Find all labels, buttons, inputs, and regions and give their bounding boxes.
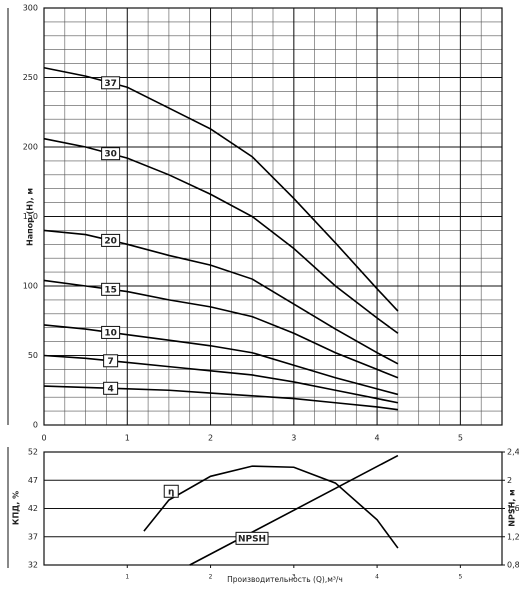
y-tick-label: 300 [23, 4, 38, 13]
curve-label-box [163, 484, 179, 498]
curve-label-box [101, 233, 121, 247]
x-tick-label: 5 [458, 574, 462, 581]
y2-tick-label: 1,6 [507, 504, 519, 513]
y2-axis-label: NPSH, м [508, 489, 517, 526]
curve [143, 465, 399, 549]
y-tick-label: 100 [23, 282, 38, 291]
y-axis-label: КПД, % [12, 491, 21, 525]
curve-label: 15 [104, 285, 117, 295]
curve-label: η [168, 487, 174, 497]
curve [43, 66, 399, 312]
x-tick-label: 4 [375, 434, 380, 443]
y2-tick-label: 2,4 [507, 448, 519, 457]
x-axis-label: Производительность (Q),м³/ч [227, 575, 343, 584]
curve-label: 7 [107, 357, 113, 367]
x-tick-label: 1 [125, 434, 130, 443]
y-tick-label: 50 [28, 351, 38, 360]
curve [43, 279, 399, 379]
curve-label-box [101, 282, 121, 296]
curve-label-box [103, 354, 119, 368]
x-tick-label: 5 [458, 434, 463, 443]
x-tick-label: 2 [209, 574, 213, 581]
x-tick-label: 3 [292, 574, 296, 581]
y-tick-label: 42 [28, 504, 38, 513]
curve-label: 20 [104, 236, 117, 246]
curve [43, 229, 399, 365]
y-tick-label: 32 [28, 561, 38, 570]
curve-label: NPSH [238, 534, 266, 544]
y-tick-label: 47 [28, 476, 38, 485]
curve-label-box [101, 147, 121, 161]
y2-tick-label: 0,8 [507, 561, 519, 570]
y-tick-label: 150 [23, 212, 38, 221]
y-tick-label: 37 [28, 532, 38, 541]
curve-label-box [103, 381, 119, 395]
plot-frame [43, 7, 503, 426]
x-tick-label: 3 [291, 434, 296, 443]
curve-label-box [101, 76, 121, 90]
curve-label: 30 [104, 150, 117, 160]
curve-label-box [101, 325, 121, 339]
y-tick-label: 200 [23, 143, 38, 152]
y2-tick-label: 1,2 [507, 532, 519, 541]
y-axis-label: Напор (H), м [26, 188, 35, 246]
x-tick-label: 2 [208, 434, 213, 443]
curve [189, 454, 399, 566]
y-tick-label: 52 [28, 448, 38, 457]
x-tick-label: 1 [125, 574, 129, 581]
curve-label: 10 [104, 328, 117, 338]
y-tick-label: 0 [33, 421, 38, 430]
curve-label: 4 [107, 384, 113, 394]
curve [43, 137, 399, 334]
y2-tick-label: 2 [507, 476, 512, 485]
curve [43, 385, 399, 411]
plot-frame [43, 451, 503, 566]
curve [43, 354, 399, 404]
curve-label-box [235, 531, 269, 545]
x-tick-label: 4 [375, 574, 379, 581]
x-tick-label: 0 [41, 434, 46, 443]
curve-label: 37 [104, 79, 117, 89]
y-tick-label: 250 [23, 73, 38, 82]
